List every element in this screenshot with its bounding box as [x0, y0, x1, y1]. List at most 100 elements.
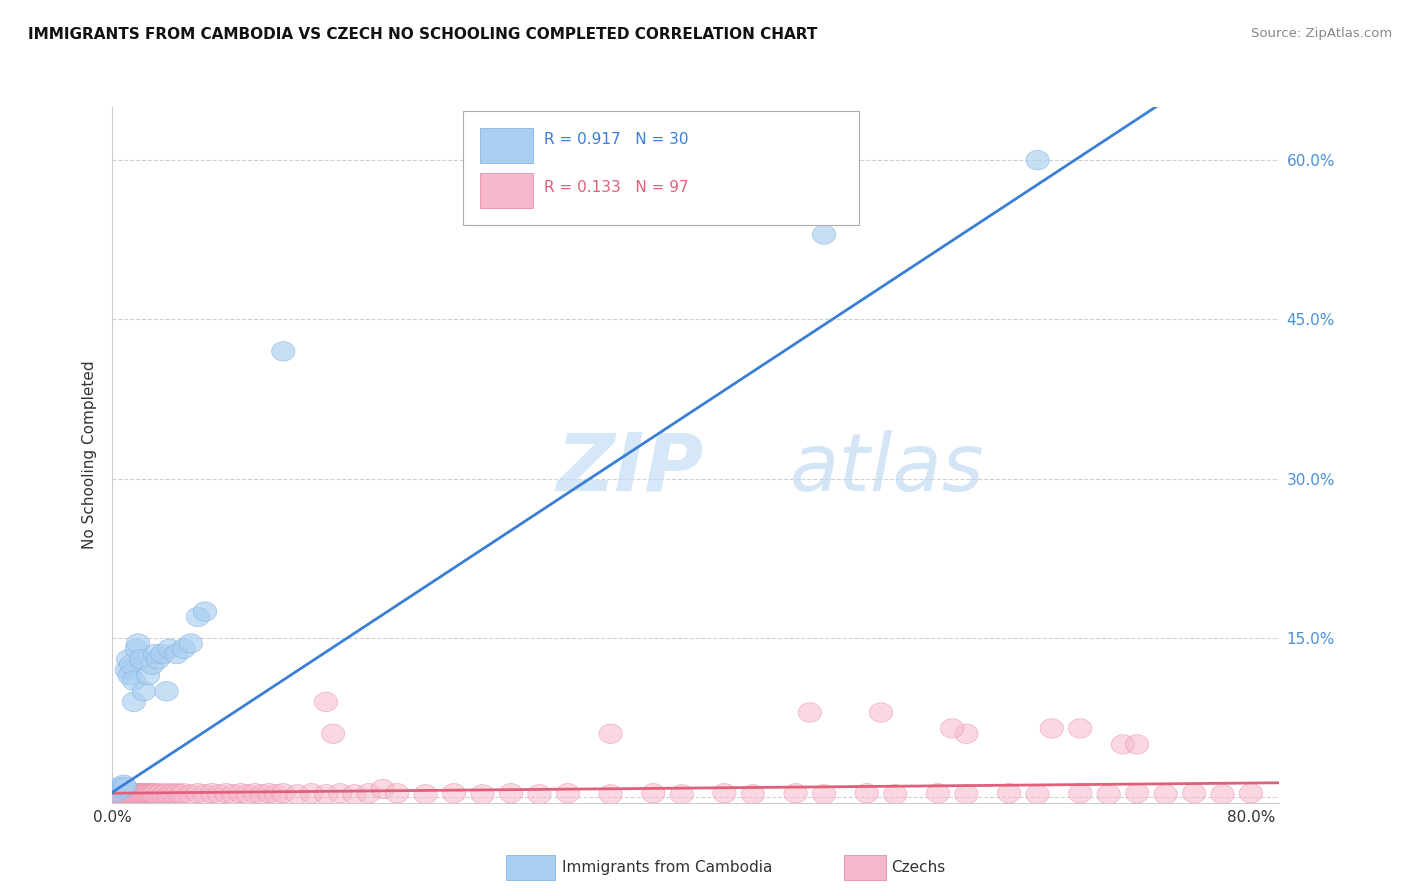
Ellipse shape [136, 665, 160, 685]
Ellipse shape [127, 783, 150, 803]
Ellipse shape [129, 649, 153, 669]
Ellipse shape [1026, 151, 1049, 169]
Ellipse shape [264, 785, 288, 804]
Ellipse shape [813, 225, 835, 244]
Ellipse shape [141, 783, 165, 803]
Ellipse shape [124, 783, 146, 803]
Ellipse shape [271, 783, 295, 803]
Ellipse shape [134, 785, 157, 804]
Ellipse shape [155, 681, 179, 701]
Ellipse shape [271, 342, 295, 361]
Ellipse shape [785, 783, 807, 803]
Ellipse shape [136, 785, 160, 804]
Ellipse shape [1182, 783, 1206, 803]
Ellipse shape [135, 783, 159, 803]
Ellipse shape [343, 785, 366, 804]
Ellipse shape [157, 639, 181, 658]
Ellipse shape [150, 644, 174, 664]
Ellipse shape [122, 671, 145, 690]
Ellipse shape [143, 644, 167, 664]
Ellipse shape [1026, 785, 1049, 804]
FancyBboxPatch shape [479, 128, 533, 162]
Ellipse shape [883, 785, 907, 804]
Ellipse shape [250, 785, 274, 804]
Text: R = 0.133   N = 97: R = 0.133 N = 97 [544, 179, 689, 194]
Ellipse shape [1040, 719, 1063, 739]
Ellipse shape [1069, 719, 1092, 739]
Ellipse shape [186, 783, 209, 803]
Ellipse shape [527, 785, 551, 804]
Ellipse shape [1069, 783, 1092, 803]
Ellipse shape [179, 633, 202, 653]
Ellipse shape [193, 602, 217, 622]
Ellipse shape [110, 785, 132, 804]
Ellipse shape [499, 783, 523, 803]
Ellipse shape [125, 639, 149, 658]
Ellipse shape [111, 783, 134, 803]
Ellipse shape [118, 783, 141, 803]
Ellipse shape [108, 783, 131, 803]
Text: Czechs: Czechs [891, 861, 946, 875]
Ellipse shape [299, 783, 323, 803]
Text: Source: ZipAtlas.com: Source: ZipAtlas.com [1251, 27, 1392, 40]
Ellipse shape [1111, 735, 1135, 754]
Ellipse shape [132, 681, 156, 701]
Ellipse shape [599, 785, 623, 804]
Ellipse shape [138, 783, 162, 803]
Ellipse shape [114, 777, 136, 797]
Ellipse shape [413, 785, 437, 804]
Ellipse shape [112, 775, 135, 795]
Ellipse shape [157, 785, 181, 804]
Ellipse shape [955, 785, 979, 804]
Ellipse shape [128, 785, 152, 804]
Text: ZIP: ZIP [555, 430, 703, 508]
Ellipse shape [143, 783, 167, 803]
Text: atlas: atlas [789, 430, 984, 508]
Ellipse shape [115, 660, 138, 680]
Ellipse shape [172, 783, 195, 803]
Ellipse shape [139, 785, 163, 804]
Ellipse shape [671, 785, 693, 804]
Ellipse shape [927, 783, 949, 803]
Ellipse shape [107, 785, 129, 804]
Ellipse shape [713, 783, 737, 803]
Ellipse shape [120, 655, 142, 674]
Ellipse shape [115, 782, 138, 802]
FancyBboxPatch shape [463, 111, 859, 226]
Ellipse shape [146, 785, 170, 804]
Ellipse shape [243, 783, 267, 803]
Ellipse shape [193, 785, 217, 804]
Ellipse shape [120, 785, 142, 804]
Ellipse shape [149, 783, 173, 803]
Ellipse shape [329, 783, 352, 803]
Ellipse shape [131, 785, 155, 804]
Ellipse shape [129, 783, 153, 803]
Ellipse shape [111, 780, 134, 798]
Ellipse shape [599, 724, 623, 744]
Ellipse shape [155, 783, 179, 803]
Ellipse shape [371, 780, 395, 798]
Ellipse shape [121, 783, 143, 803]
Ellipse shape [105, 782, 128, 802]
Ellipse shape [229, 783, 252, 803]
Ellipse shape [201, 783, 224, 803]
Ellipse shape [641, 783, 665, 803]
Text: Immigrants from Cambodia: Immigrants from Cambodia [562, 861, 773, 875]
Ellipse shape [285, 785, 309, 804]
Ellipse shape [1239, 783, 1263, 803]
Ellipse shape [166, 783, 190, 803]
Ellipse shape [1154, 785, 1177, 804]
Ellipse shape [118, 665, 141, 685]
Ellipse shape [169, 785, 193, 804]
Ellipse shape [152, 785, 176, 804]
Ellipse shape [941, 719, 963, 739]
Ellipse shape [125, 785, 149, 804]
Ellipse shape [179, 785, 202, 804]
Text: R = 0.917   N = 30: R = 0.917 N = 30 [544, 132, 689, 147]
Ellipse shape [471, 785, 494, 804]
Ellipse shape [799, 703, 821, 723]
Ellipse shape [1211, 785, 1234, 804]
Ellipse shape [257, 783, 281, 803]
Ellipse shape [1125, 735, 1149, 754]
Y-axis label: No Schooling Completed: No Schooling Completed [82, 360, 97, 549]
